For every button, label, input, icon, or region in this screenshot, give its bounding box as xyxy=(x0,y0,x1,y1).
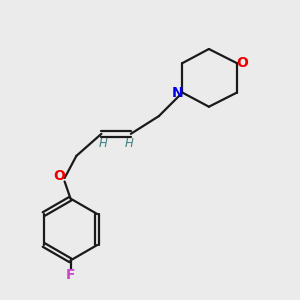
Text: O: O xyxy=(236,56,248,70)
Text: F: F xyxy=(66,268,75,282)
Text: O: O xyxy=(53,169,65,184)
Text: N: N xyxy=(172,85,183,100)
Text: H: H xyxy=(98,137,107,150)
Text: H: H xyxy=(125,137,134,150)
